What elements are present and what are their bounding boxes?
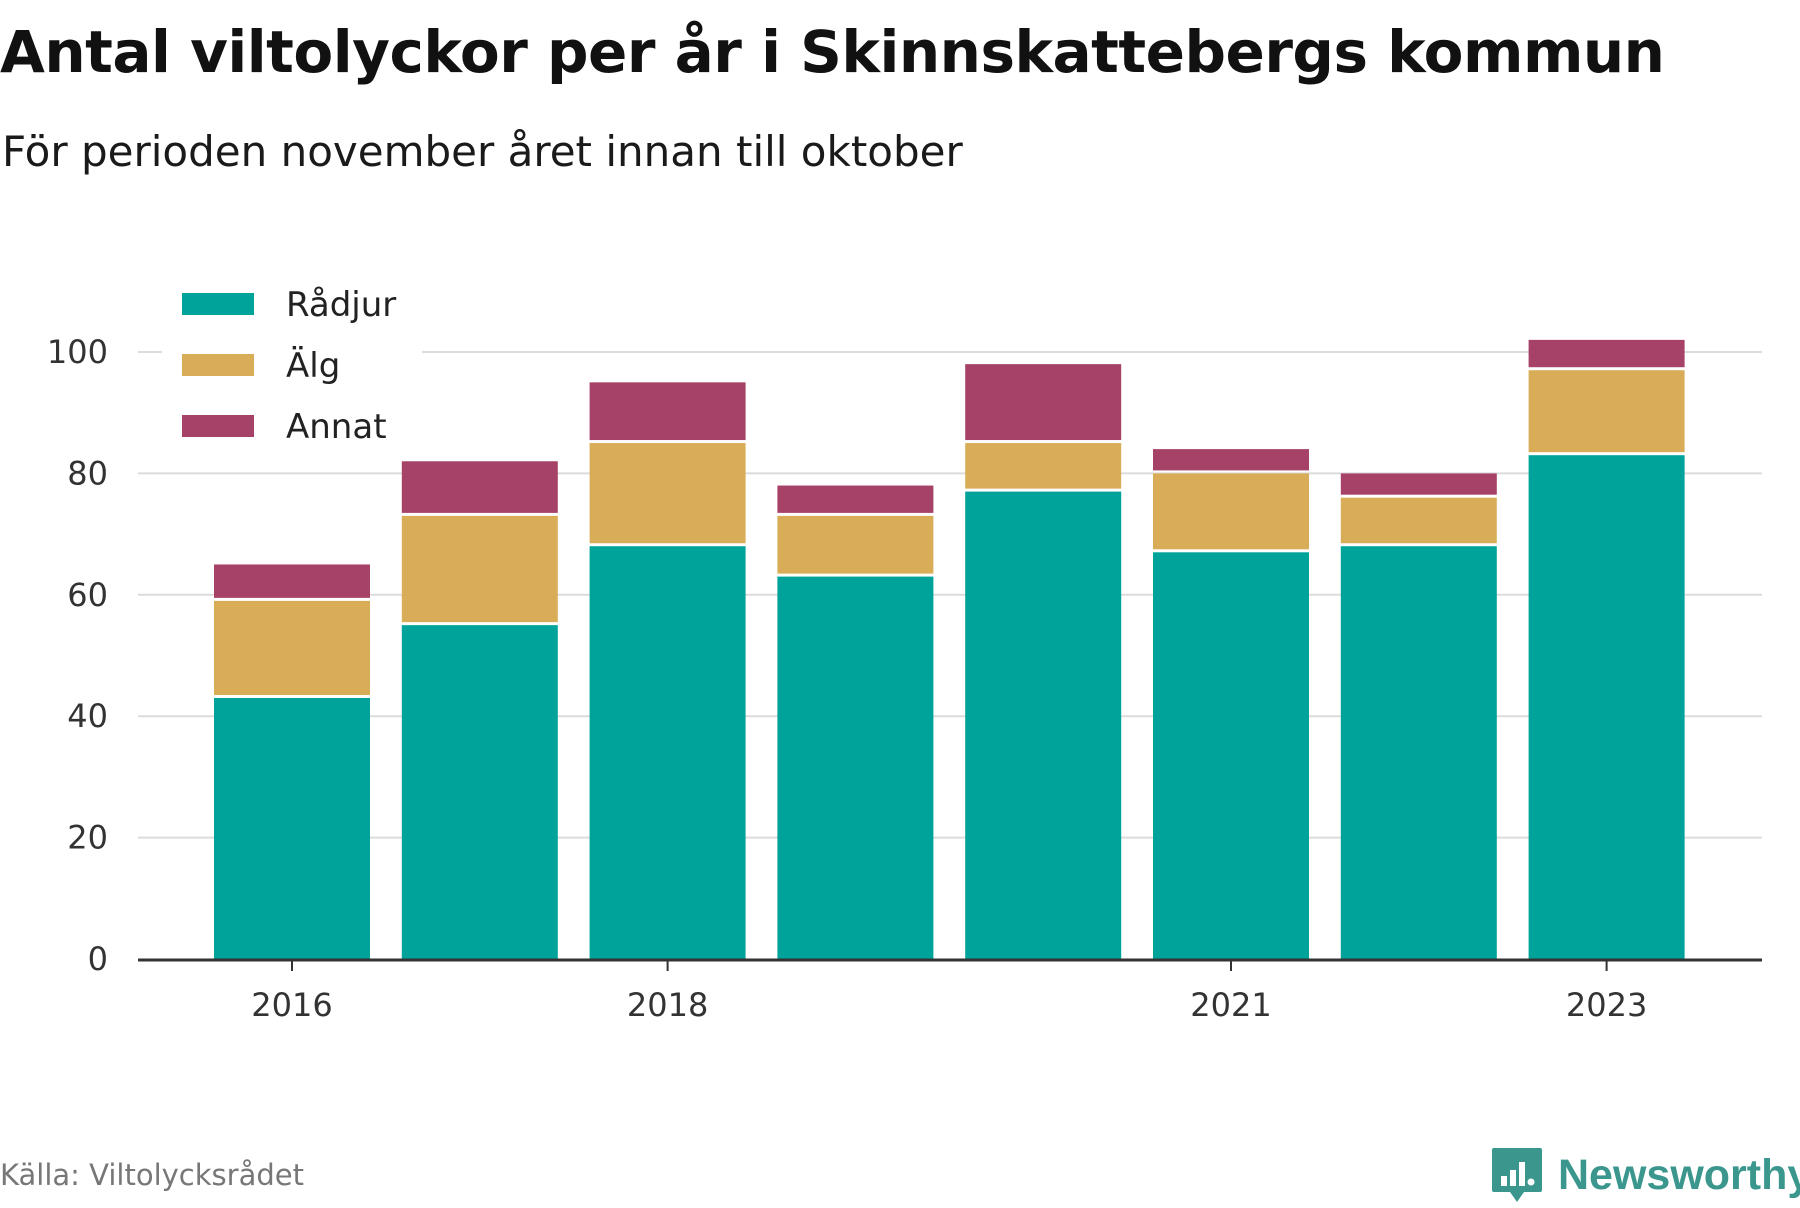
bar-2021-rådjur bbox=[1153, 552, 1309, 959]
legend-swatch-älg bbox=[182, 354, 254, 376]
bar-2022-rådjur bbox=[1340, 546, 1497, 959]
bar-2016-rådjur bbox=[214, 697, 370, 959]
legend-swatch-annat bbox=[182, 415, 254, 437]
legend-label-rådjur: Rådjur bbox=[286, 285, 396, 325]
bar-2022-älg bbox=[1340, 497, 1497, 544]
x-tick-label-2021: 2021 bbox=[1190, 986, 1271, 1024]
bar-2019-älg bbox=[777, 515, 934, 574]
bar-2020-annat bbox=[965, 364, 1122, 441]
newsworthy-logo-icon bbox=[1492, 1148, 1542, 1202]
bar-2023-älg bbox=[1528, 370, 1685, 453]
bar-2018-annat bbox=[589, 382, 746, 441]
bar-2020-rådjur bbox=[965, 491, 1122, 959]
bar-2016-annat bbox=[214, 564, 370, 598]
x-tick-label-2016: 2016 bbox=[251, 986, 332, 1024]
x-tick-label-2023: 2023 bbox=[1566, 986, 1647, 1024]
x-tick-label-2018: 2018 bbox=[627, 986, 708, 1024]
bars bbox=[214, 339, 1685, 959]
bar-2023-annat bbox=[1528, 339, 1685, 368]
bar-2021-älg bbox=[1153, 473, 1309, 550]
bar-2018-älg bbox=[589, 443, 746, 544]
legend-swatch-rådjur bbox=[182, 293, 254, 315]
bar-2017-annat bbox=[401, 461, 558, 513]
bar-2019-annat bbox=[777, 485, 934, 513]
bar-2022-annat bbox=[1340, 473, 1497, 495]
bar-2017-rådjur bbox=[401, 625, 558, 959]
bar-2016-älg bbox=[214, 600, 370, 695]
bar-2021-annat bbox=[1153, 449, 1309, 471]
newsworthy-logo: Newsworthy bbox=[1490, 1142, 1800, 1208]
legend-label-annat: Annat bbox=[286, 407, 387, 447]
legend: Rådjur Älg Annat bbox=[162, 270, 422, 450]
y-tick-label-60: 60 bbox=[67, 576, 108, 614]
logo-text: Newsworthy bbox=[1558, 1150, 1800, 1199]
legend-label-älg: Älg bbox=[286, 346, 340, 386]
chart-title: Antal viltolyckor per år i Skinnskattebe… bbox=[0, 18, 1665, 86]
x-axis: 2016 2018 2021 2023 bbox=[138, 958, 1762, 1024]
chart-subtitle: För perioden november året innan till ok… bbox=[2, 127, 963, 176]
bar-2023-rådjur bbox=[1528, 455, 1685, 959]
y-tick-label-100: 100 bbox=[47, 333, 108, 371]
bar-2019-rådjur bbox=[777, 576, 934, 959]
y-tick-label-20: 20 bbox=[67, 819, 108, 857]
source-note: Källa: Viltolycksrådet bbox=[0, 1158, 304, 1192]
y-tick-label-0: 0 bbox=[88, 940, 108, 978]
bar-2017-älg bbox=[401, 515, 558, 623]
bar-2020-älg bbox=[965, 443, 1122, 489]
y-tick-label-80: 80 bbox=[67, 454, 108, 492]
bar-2018-rådjur bbox=[589, 546, 746, 959]
y-tick-label-40: 40 bbox=[67, 697, 108, 735]
